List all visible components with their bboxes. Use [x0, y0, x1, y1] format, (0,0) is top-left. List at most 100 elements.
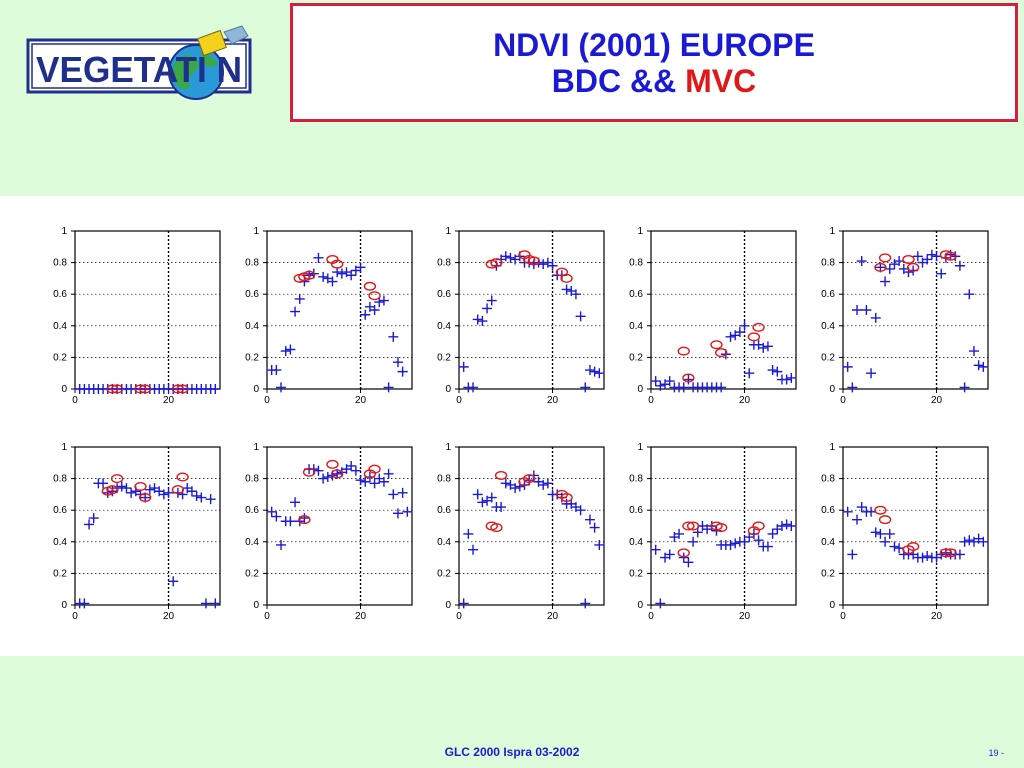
ndvi-plot-8: 0 0.2 0.4 0.6 0.8 1 0 20	[437, 442, 605, 622]
bdc-point	[355, 475, 366, 486]
bdc-point	[98, 478, 109, 489]
mvc-point	[522, 474, 536, 484]
bdc-point	[79, 598, 90, 609]
x-tick-label: 20	[163, 611, 175, 622]
bdc-point	[739, 536, 750, 547]
plot-frame	[74, 230, 221, 390]
bdc-point	[346, 270, 357, 281]
bdc-point	[589, 366, 600, 377]
bdc-point	[884, 528, 895, 539]
bdc-point	[786, 521, 797, 531]
bdc-point	[210, 384, 221, 394]
bdc-point	[313, 252, 324, 263]
bdc-point	[852, 305, 863, 315]
bdc-point	[889, 541, 900, 552]
mvc-point	[298, 515, 311, 525]
y-tick-label: 0.2	[53, 568, 67, 579]
bdc-point	[594, 539, 605, 550]
bdc-point	[767, 365, 778, 376]
y-tick-label: 0.2	[821, 352, 835, 363]
bdc-point	[945, 249, 956, 260]
x-tick-label: 0	[72, 395, 78, 406]
bdc-point	[463, 528, 474, 539]
bdc-point	[360, 309, 371, 320]
mvc-point	[302, 467, 316, 477]
bdc-point	[580, 598, 591, 609]
ndvi-plot-9: 0 0.2 0.4 0.6 0.8 1 0 20	[629, 442, 797, 622]
y-tick-label: 0.4	[821, 321, 835, 332]
bdc-point	[674, 528, 685, 539]
y-tick-label: 0.8	[245, 258, 259, 269]
bdc-point	[894, 543, 905, 554]
y-tick-label: 0.4	[437, 537, 451, 548]
bdc-point	[458, 598, 469, 609]
bdc-point	[299, 513, 310, 524]
ndvi-plot-5: 0 0.2 0.4 0.6 0.8 1 0 20	[821, 226, 989, 406]
bdc-point	[196, 492, 207, 503]
mvc-point	[368, 291, 381, 301]
y-tick-label: 0	[637, 384, 643, 395]
bdc-point	[575, 505, 586, 516]
ndvi-scatter-plots: 0 0.2 0.4 0.6 0.8 1 0 20 0 0.2 0.4 0.6 0.8 1 0 20 0 0.2 0.…	[53, 226, 989, 622]
bdc-point	[978, 536, 989, 547]
x-tick-label: 0	[648, 395, 654, 406]
bdc-point	[880, 276, 891, 287]
bdc-point	[753, 535, 764, 546]
ndvi-plot-7: 0 0.2 0.4 0.6 0.8 1 0 20	[245, 442, 413, 622]
x-tick-label: 0	[840, 611, 846, 622]
bdc-point	[336, 268, 347, 279]
bdc-point	[594, 368, 605, 379]
mvc-point	[490, 258, 503, 268]
y-tick-label: 0.6	[437, 505, 451, 516]
bdc-point	[486, 492, 497, 503]
y-tick-label: 1	[445, 226, 451, 237]
bdc-point	[936, 268, 947, 279]
mvc-point	[106, 485, 119, 495]
bdc-point	[280, 346, 291, 357]
bdc-point	[84, 519, 95, 530]
mvc-point	[874, 262, 887, 272]
y-tick-label: 0.4	[821, 537, 835, 548]
mvc-point	[326, 459, 339, 469]
bdc-point	[856, 256, 867, 267]
satellite-icon	[197, 29, 227, 57]
y-tick-label: 0.8	[53, 474, 67, 485]
bdc-point	[547, 260, 558, 271]
mvc-point	[878, 253, 892, 263]
bdc-point	[486, 295, 497, 306]
bdc-point	[917, 552, 928, 563]
mvc-point	[944, 251, 957, 261]
bdc-point	[294, 293, 305, 304]
y-tick-label: 0	[61, 600, 67, 611]
y-tick-label: 0.6	[245, 289, 259, 300]
bdc-point	[505, 252, 516, 263]
bdc-point	[866, 506, 877, 517]
bdc-point	[856, 502, 867, 513]
bdc-point	[847, 382, 858, 393]
bdc-point	[706, 521, 717, 531]
mvc-point	[714, 348, 728, 358]
bdc-point	[468, 382, 479, 393]
bdc-point	[144, 484, 155, 495]
bdc-point	[973, 360, 984, 371]
bdc-point	[926, 249, 937, 260]
y-tick-label: 0.6	[629, 289, 643, 300]
mvc-point	[134, 482, 147, 492]
bdc-point	[191, 490, 202, 501]
bdc-point	[655, 380, 666, 391]
bdc-point	[650, 544, 661, 555]
bdc-point	[580, 382, 591, 393]
bdc-point	[168, 576, 179, 587]
bdc-point	[852, 514, 863, 525]
y-tick-label: 0.8	[821, 258, 835, 269]
mvc-point	[677, 346, 690, 356]
mvc-point	[490, 523, 503, 533]
x-tick-label: 20	[547, 611, 559, 622]
bdc-point	[842, 361, 853, 372]
mvc-point	[494, 470, 508, 480]
plots-panel: 0 0.2 0.4 0.6 0.8 1 0 20 0 0.2 0.4 0.6 0.8 1 0 20 0 0.2 0.…	[0, 196, 1024, 656]
bdc-point	[725, 331, 736, 342]
x-tick-label: 0	[264, 395, 270, 406]
bdc-point	[570, 289, 581, 300]
mvc-point	[944, 548, 957, 558]
